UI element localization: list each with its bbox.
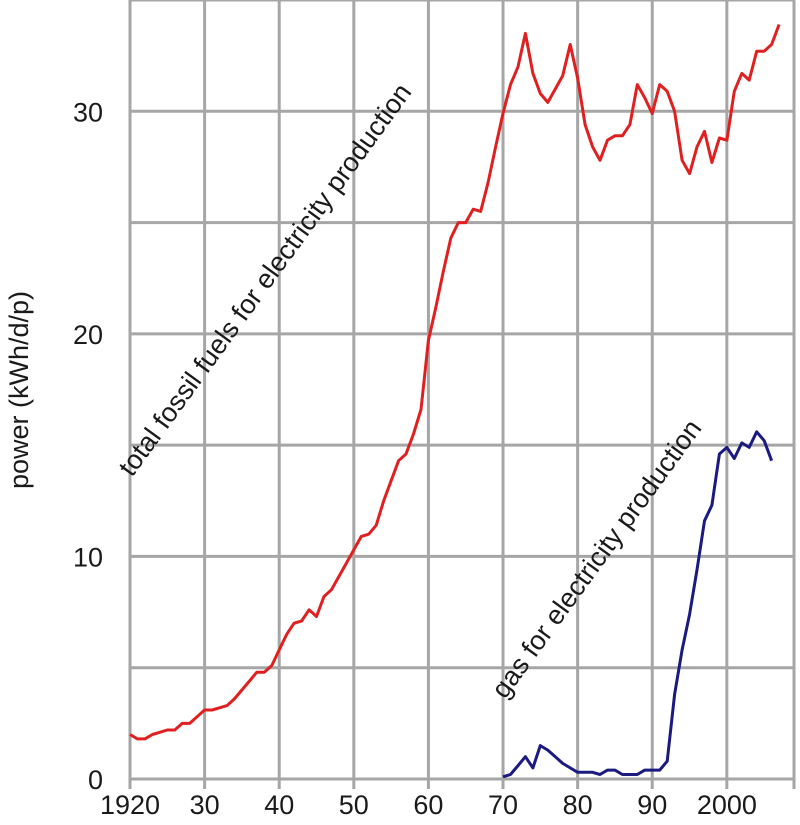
series-lines — [129, 23, 781, 779]
x-axis-tick-labels: 1920 30 40 50 60 70 80 90 2000 — [100, 790, 757, 820]
x-tick-label: 70 — [488, 790, 518, 820]
y-axis-tick-labels: 0 10 20 30 — [73, 97, 103, 795]
grid — [128, 0, 796, 789]
x-tick-label: 30 — [190, 790, 220, 820]
x-tick-label: 40 — [264, 790, 294, 820]
gas-series-label: gas for electricity production — [486, 414, 708, 704]
y-tick-label: 30 — [73, 97, 103, 127]
series-line-1 — [502, 430, 774, 779]
series-line-0 — [129, 23, 781, 741]
x-tick-label: 1920 — [100, 790, 160, 820]
y-tick-label: 10 — [73, 542, 103, 572]
x-tick-label: 2000 — [697, 790, 757, 820]
fossil-fuels-series-label: total fossil fuels for electricity produ… — [113, 78, 418, 482]
x-tick-label: 90 — [637, 790, 667, 820]
x-tick-label: 60 — [413, 790, 443, 820]
x-tick-label: 50 — [339, 790, 369, 820]
y-axis-label: power (kWh/d/p) — [4, 291, 34, 489]
y-tick-label: 20 — [73, 320, 103, 350]
x-tick-label: 80 — [563, 790, 593, 820]
y-tick-label: 0 — [88, 765, 103, 795]
